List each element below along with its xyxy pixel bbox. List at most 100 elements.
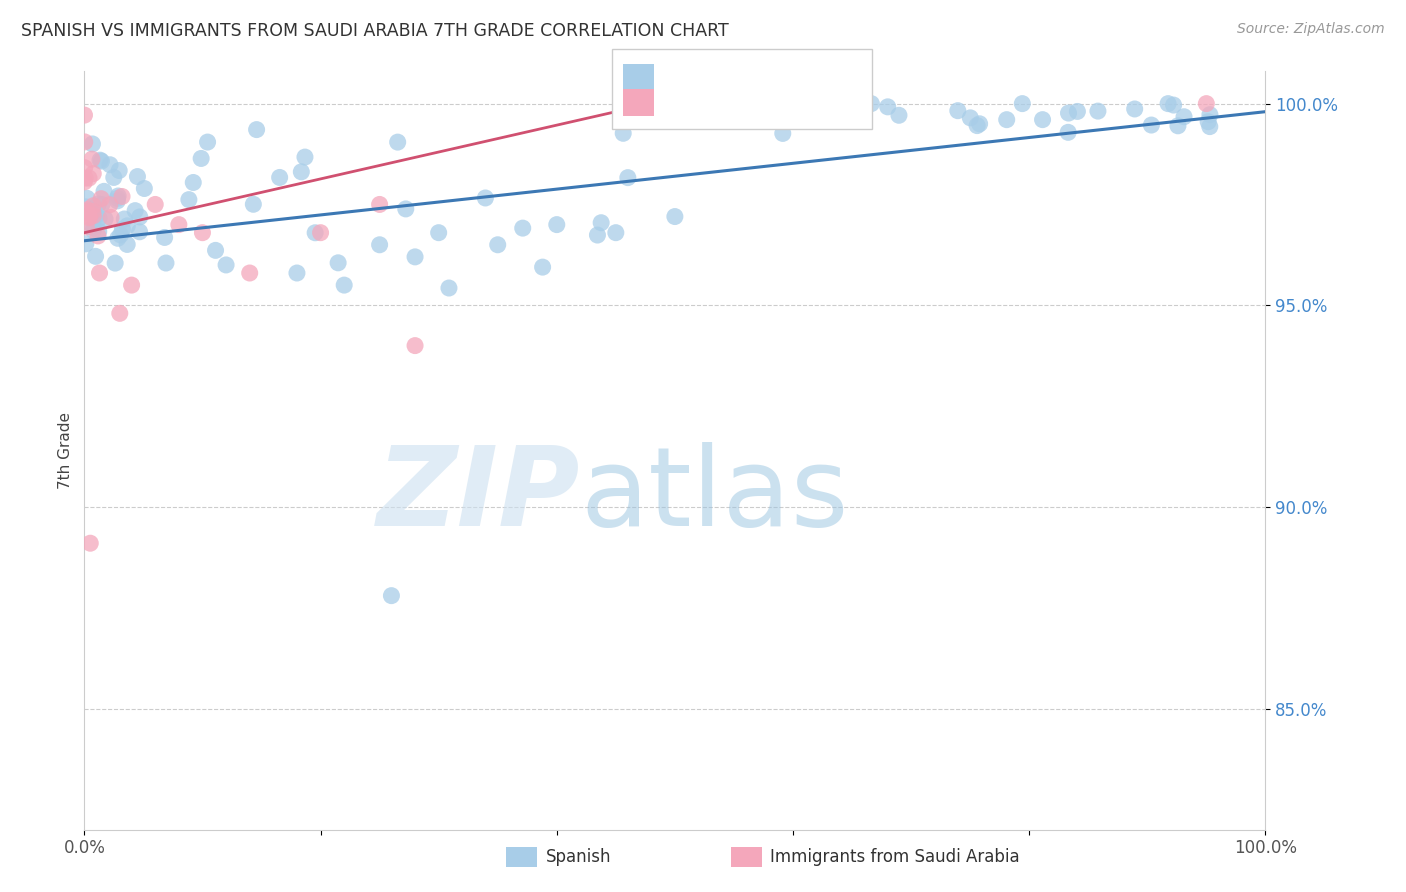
Point <box>474 191 496 205</box>
Point <box>1011 96 1033 111</box>
Point <box>326 256 349 270</box>
Point <box>73 205 96 219</box>
Point <box>107 191 129 205</box>
Point <box>115 237 138 252</box>
Point <box>90 197 112 211</box>
Point <box>1057 106 1080 120</box>
Point <box>108 163 131 178</box>
Point <box>112 212 135 227</box>
Point <box>404 250 426 264</box>
Point <box>1197 114 1219 128</box>
Text: R = 0.513   N = 98: R = 0.513 N = 98 <box>664 69 834 87</box>
Point <box>84 249 107 263</box>
Point <box>197 135 219 149</box>
Point <box>73 108 96 122</box>
Point <box>76 191 98 205</box>
Point <box>90 154 112 169</box>
Point <box>427 226 450 240</box>
Point <box>167 218 190 232</box>
Point <box>89 266 111 280</box>
Point <box>546 218 568 232</box>
Text: Source: ZipAtlas.com: Source: ZipAtlas.com <box>1237 22 1385 37</box>
Point <box>82 167 104 181</box>
Point <box>437 281 460 295</box>
Text: Immigrants from Saudi Arabia: Immigrants from Saudi Arabia <box>770 848 1021 866</box>
Point <box>887 108 910 122</box>
Point <box>90 192 112 206</box>
Point <box>664 210 686 224</box>
Point <box>128 210 150 224</box>
Point <box>586 228 609 243</box>
Point <box>111 189 134 203</box>
Point <box>404 338 426 352</box>
Point <box>1167 119 1189 133</box>
Point <box>617 170 640 185</box>
Point <box>117 219 139 233</box>
Point <box>776 114 799 128</box>
Point <box>128 225 150 239</box>
Text: R = 0.242   N = 33: R = 0.242 N = 33 <box>664 94 834 112</box>
Point <box>82 204 104 219</box>
Point <box>76 202 98 217</box>
Point <box>269 170 291 185</box>
Point <box>995 112 1018 127</box>
Point <box>110 227 132 242</box>
Point <box>851 98 873 112</box>
Point <box>946 103 969 118</box>
Point <box>107 189 129 203</box>
Point <box>395 202 418 216</box>
Point <box>111 222 134 236</box>
Point <box>290 165 312 179</box>
Point <box>246 122 269 136</box>
Point <box>107 231 129 245</box>
Point <box>239 266 262 280</box>
Point <box>143 197 166 211</box>
Point <box>87 211 110 226</box>
Text: ZIP: ZIP <box>377 442 581 549</box>
Point <box>153 230 176 244</box>
Point <box>1198 120 1220 134</box>
Point <box>84 209 107 223</box>
Point <box>82 223 104 237</box>
Point <box>1140 118 1163 132</box>
Point <box>127 169 149 184</box>
Point <box>1066 104 1088 119</box>
Point <box>75 236 97 251</box>
Point <box>191 226 214 240</box>
Text: atlas: atlas <box>581 442 849 549</box>
Point <box>368 237 391 252</box>
Point <box>100 211 122 225</box>
Point <box>860 96 883 111</box>
Point <box>77 211 100 225</box>
Point <box>124 203 146 218</box>
Point <box>73 175 96 189</box>
Point <box>591 216 613 230</box>
Point <box>531 260 554 274</box>
Point <box>1157 96 1180 111</box>
Point <box>1087 104 1109 119</box>
Point <box>103 170 125 185</box>
Point <box>1057 125 1080 139</box>
Point <box>204 244 226 258</box>
Y-axis label: 7th Grade: 7th Grade <box>58 412 73 489</box>
Point <box>772 127 794 141</box>
Point <box>177 193 200 207</box>
Point <box>98 198 121 212</box>
Point <box>959 111 981 125</box>
Point <box>309 226 332 240</box>
Point <box>73 161 96 175</box>
Point <box>79 536 101 550</box>
Point <box>134 181 156 195</box>
Point <box>605 226 627 240</box>
Point <box>876 100 898 114</box>
Point <box>1173 110 1195 124</box>
Point <box>969 117 991 131</box>
Point <box>87 228 110 243</box>
Point <box>294 150 316 164</box>
Point <box>105 194 128 208</box>
Point <box>75 219 97 234</box>
Point <box>215 258 238 272</box>
Point <box>380 589 402 603</box>
Point <box>333 278 356 293</box>
Point <box>94 212 117 227</box>
